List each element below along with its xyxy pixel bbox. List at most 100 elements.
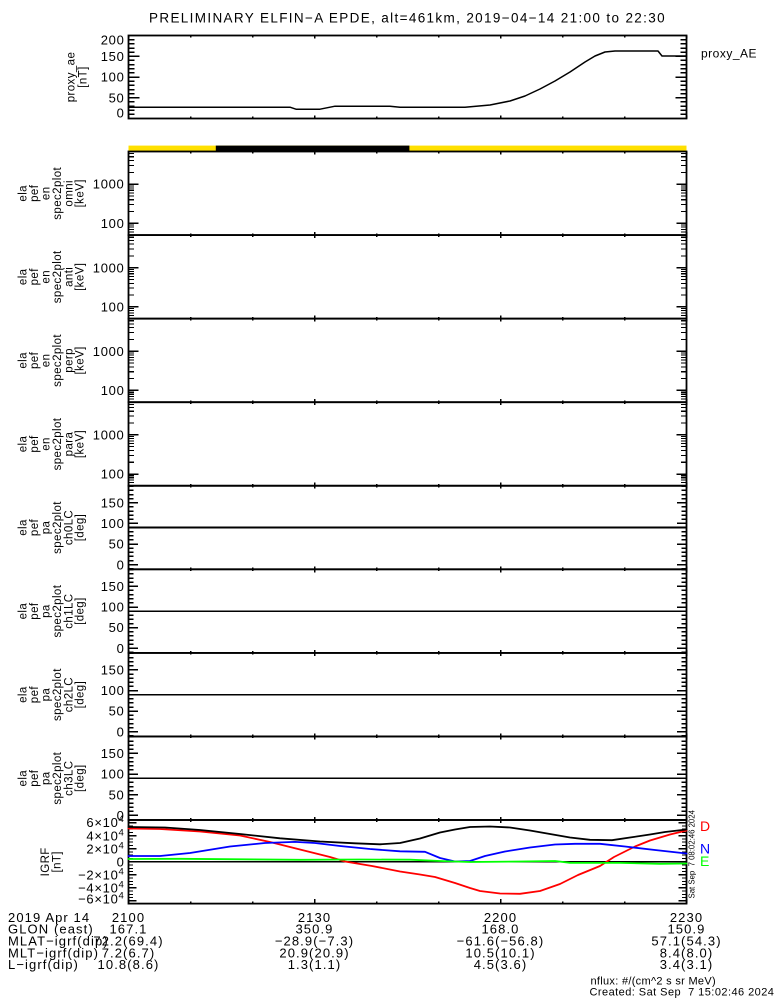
svg-text:1000: 1000 (93, 344, 125, 359)
svg-text:0: 0 (117, 808, 125, 823)
svg-text:N: N (700, 841, 710, 857)
svg-text:2100: 2100 (112, 910, 145, 925)
svg-text:4.5(3.6): 4.5(3.6) (474, 957, 528, 972)
svg-text:150.9: 150.9 (667, 922, 705, 937)
svg-text:100: 100 (101, 383, 125, 398)
svg-text:167.1: 167.1 (109, 922, 147, 937)
svg-text:200: 200 (101, 32, 125, 47)
svg-text:MLT−igrf(dip): MLT−igrf(dip) (8, 945, 99, 960)
svg-text:7.2(6.7): 7.2(6.7) (102, 945, 156, 960)
svg-text:IGRF: IGRF (40, 847, 52, 876)
svg-text:100: 100 (101, 683, 125, 698)
svg-text:1000: 1000 (93, 260, 125, 275)
svg-text:100: 100 (101, 299, 125, 314)
svg-text:D: D (700, 818, 710, 834)
svg-text:spec2plot: spec2plot (52, 334, 64, 387)
svg-text:50: 50 (109, 537, 125, 552)
svg-text:1000: 1000 (93, 427, 125, 442)
svg-text:en: en (41, 187, 53, 201)
svg-text:perp: perp (64, 348, 76, 373)
svg-text:ela: ela (18, 770, 30, 787)
svg-text:8.4(8.0): 8.4(8.0) (660, 945, 714, 960)
svg-text:168.0: 168.0 (481, 922, 519, 937)
svg-text:pa: pa (41, 771, 53, 785)
svg-text:ch1LC: ch1LC (64, 593, 76, 628)
svg-text:pef: pef (29, 184, 41, 202)
svg-text:350.9: 350.9 (295, 922, 333, 937)
svg-text:0: 0 (117, 557, 125, 572)
svg-text:150: 150 (101, 746, 125, 761)
svg-text:en: en (41, 354, 53, 368)
svg-text:[nT]: [nT] (78, 66, 90, 87)
svg-text:pef: pef (29, 686, 41, 704)
svg-text:MLAT−igrf(dip): MLAT−igrf(dip) (8, 934, 109, 949)
svg-text:10.5(10.1): 10.5(10.1) (465, 945, 535, 960)
svg-text:[keV]: [keV] (75, 346, 87, 374)
svg-text:[nT]: [nT] (52, 851, 64, 872)
svg-text:50: 50 (109, 620, 125, 635)
svg-text:57.1(54.3): 57.1(54.3) (651, 934, 721, 949)
svg-text:L−igrf(dip): L−igrf(dip) (8, 957, 79, 972)
svg-text:100: 100 (101, 467, 125, 482)
svg-text:6×104: 6×104 (86, 814, 124, 830)
svg-text:en: en (41, 437, 53, 451)
svg-text:0: 0 (117, 106, 125, 121)
svg-text:−28.9(−7.3): −28.9(−7.3) (275, 934, 354, 949)
svg-text:100: 100 (101, 516, 125, 531)
svg-text:100: 100 (101, 600, 125, 615)
svg-text:150: 150 (101, 663, 125, 678)
svg-text:pef: pef (29, 769, 41, 787)
svg-text:nflux: #/(cm^2 s sr MeV): nflux: #/(cm^2 s sr MeV) (591, 976, 716, 988)
svg-text:pa: pa (41, 521, 53, 535)
svg-text:ela: ela (18, 268, 30, 285)
svg-text:[deg]: [deg] (75, 514, 87, 542)
svg-text:ch0LC: ch0LC (64, 510, 76, 545)
svg-text:100: 100 (101, 70, 125, 85)
svg-text:spec2plot: spec2plot (52, 501, 64, 554)
svg-text:−6×104: −6×104 (78, 890, 124, 906)
svg-text:pef: pef (29, 602, 41, 620)
svg-text:−4×104: −4×104 (78, 880, 124, 896)
svg-text:anti: anti (64, 267, 76, 287)
svg-text:2230: 2230 (670, 910, 703, 925)
svg-text:proxy_ae: proxy_ae (66, 52, 78, 103)
svg-text:pa: pa (41, 688, 53, 702)
svg-text:150: 150 (101, 579, 125, 594)
svg-text:50: 50 (109, 90, 125, 105)
svg-text:50: 50 (109, 704, 125, 719)
svg-text:pef: pef (29, 435, 41, 453)
svg-text:−61.6(−56.8): −61.6(−56.8) (457, 934, 545, 949)
svg-text:ela: ela (18, 185, 30, 202)
svg-text:spec2plot: spec2plot (52, 166, 64, 219)
svg-text:150: 150 (101, 495, 125, 510)
svg-text:pef: pef (29, 268, 41, 286)
svg-text:spec2plot: spec2plot (52, 584, 64, 637)
svg-text:Sat Sep 7 08:02:46 2024: Sat Sep 7 08:02:46 2024 (687, 809, 696, 898)
svg-text:pef: pef (29, 519, 41, 537)
svg-text:[deg]: [deg] (75, 764, 87, 792)
svg-text:2×104: 2×104 (86, 840, 124, 856)
svg-text:[deg]: [deg] (75, 681, 87, 709)
svg-text:4×104: 4×104 (86, 827, 124, 843)
svg-text:−2×104: −2×104 (78, 866, 124, 882)
svg-text:1.3(1.1): 1.3(1.1) (288, 957, 342, 972)
svg-text:[deg]: [deg] (75, 597, 87, 625)
svg-text:spec2plot: spec2plot (52, 417, 64, 470)
svg-text:ela: ela (18, 686, 30, 703)
svg-text:[keV]: [keV] (75, 430, 87, 458)
svg-text:spec2plot: spec2plot (52, 751, 64, 804)
svg-text:pa: pa (41, 604, 53, 618)
svg-text:72.2(69.4): 72.2(69.4) (93, 934, 163, 949)
svg-text:[keV]: [keV] (75, 179, 87, 207)
svg-text:ch3LC: ch3LC (64, 761, 76, 796)
svg-text:2019 Apr 14: 2019 Apr 14 (8, 910, 90, 925)
svg-text:150: 150 (101, 49, 125, 64)
svg-text:proxy_AE: proxy_AE (701, 47, 757, 61)
svg-text:0: 0 (117, 641, 125, 656)
svg-text:ela: ela (18, 603, 30, 620)
svg-text:3.4(3.1): 3.4(3.1) (660, 957, 714, 972)
svg-text:pef: pef (29, 351, 41, 369)
svg-text:ela: ela (18, 519, 30, 536)
svg-text:1000: 1000 (93, 177, 125, 192)
svg-text:para: para (64, 431, 76, 456)
